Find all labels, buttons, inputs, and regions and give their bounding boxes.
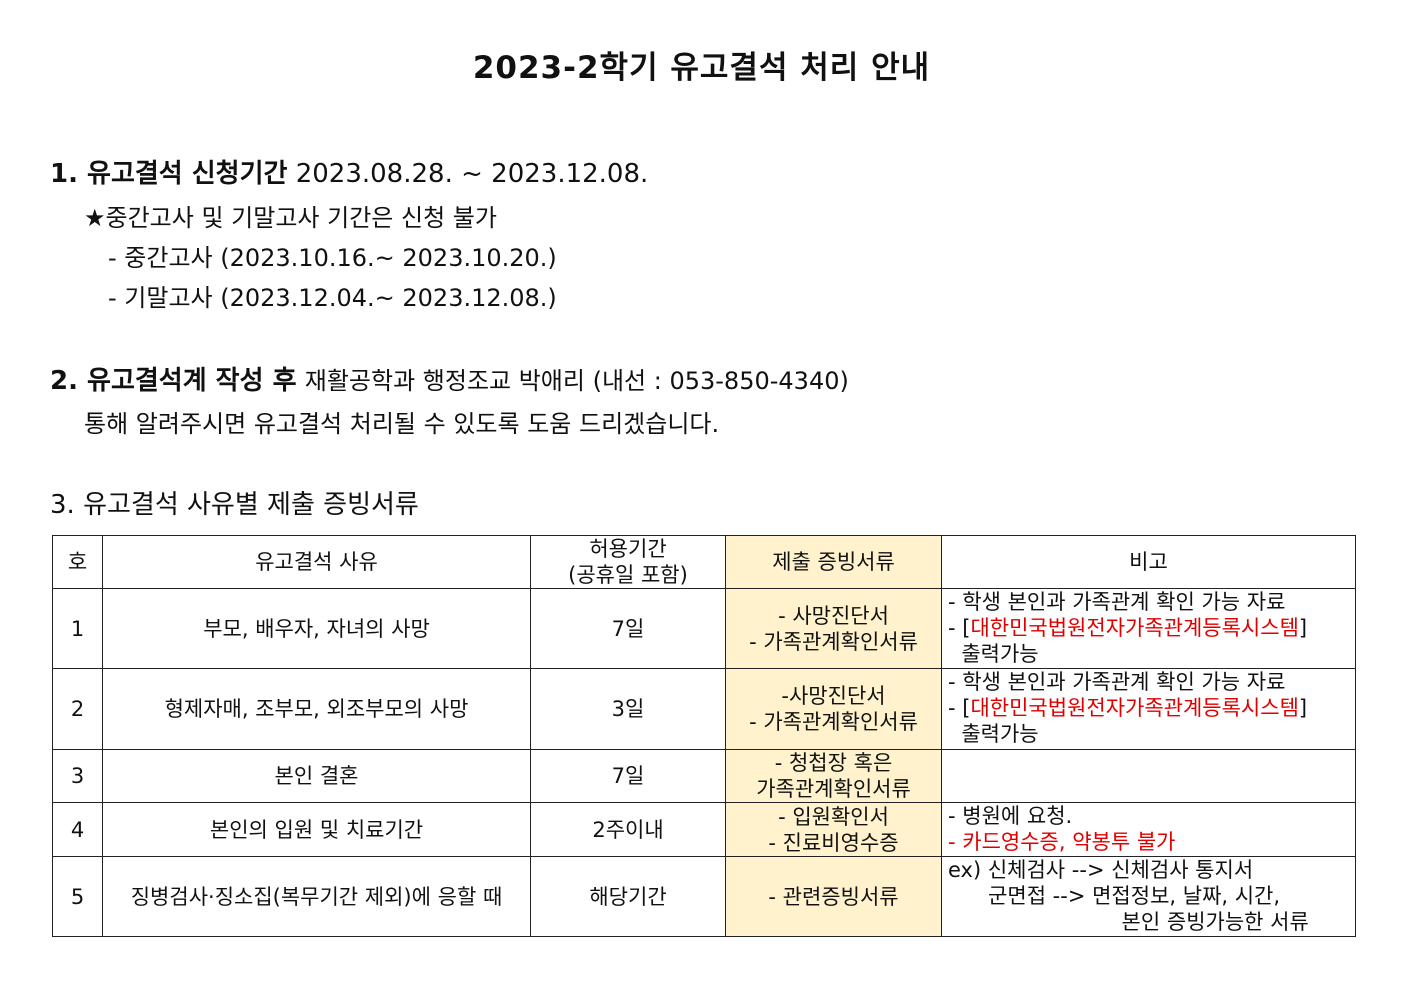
contact-info: 재활공학과 행정조교 박애리 (내선 : 053-850-4340) xyxy=(304,367,849,395)
row-no: 2 xyxy=(52,668,103,750)
row-reason: 형제자매, 조부모, 외조부모의 사망 xyxy=(102,668,531,750)
header-notes: 비고 xyxy=(941,535,1356,589)
section2-heading: 2. 유고결석계 작성 후 재활공학과 행정조교 박애리 (내선 : 053-8… xyxy=(50,366,849,396)
final-period: - 기말고사 (2023.12.04.~ 2023.12.08.) xyxy=(108,284,557,312)
note-post: ] xyxy=(1298,696,1308,720)
documents-table: 호 유고결석 사유 허용기간 (공휴일 포함) 제출 증빙서류 비고 1 부모, … xyxy=(52,535,1356,937)
note-red: - 카드영수증, 약봉투 불가 xyxy=(948,830,1176,854)
note-line: ex) 신체검사 --> 신체검사 통지서 xyxy=(948,858,1254,882)
page-title: 2023-2학기 유고결석 처리 안내 xyxy=(472,50,931,86)
doc-line: - 청첩장 혹은 xyxy=(774,751,893,775)
note-red: 대한민국법원전자가족관계등록시스템 xyxy=(970,696,1299,720)
row-docs: - 청첩장 혹은 가족관계확인서류 xyxy=(725,749,942,803)
row-docs: -사망진단서 - 가족관계확인서류 xyxy=(725,668,942,750)
note-line: - 학생 본인과 가족관계 확인 가능 자료 xyxy=(948,590,1286,614)
table-row: 1 부모, 배우자, 자녀의 사망 7일 - 사망진단서 - 가족관계확인서류 - 학생 … xyxy=(52,588,1356,669)
note-pre: - [ xyxy=(948,616,971,640)
row-no: 3 xyxy=(52,749,103,803)
row-no: 1 xyxy=(52,588,103,669)
row-period: 3일 xyxy=(530,668,726,750)
exam-notice: ★중간고사 및 기말고사 기간은 신청 불가 xyxy=(84,204,497,232)
table-row: 4 본인의 입원 및 치료기간 2주이내 - 입원확인서 - 진료비영수증 - 병원에 요… xyxy=(52,802,1356,857)
row-period: 해당기간 xyxy=(530,856,726,937)
row-notes: ex) 신체검사 --> 신체검사 통지서 군면접 --> 면접정보, 날짜, … xyxy=(941,856,1356,937)
note-line: - [대한민국법원전자가족관계등록시스템] xyxy=(948,695,1355,721)
doc-line: - 관련증빙서류 xyxy=(768,884,899,909)
row-reason: 징병검사·징소집(복무기간 제외)에 응할 때 xyxy=(102,856,531,937)
header-reason: 유고결석 사유 xyxy=(102,535,531,589)
note-line: - [대한민국법원전자가족관계등록시스템] xyxy=(948,615,1355,641)
section1-heading: 1. 유고결석 신청기간 2023.08.28. ~ 2023.12.08. xyxy=(50,159,649,189)
note-line: - 병원에 요청. xyxy=(948,804,1073,828)
midterm-period: - 중간고사 (2023.10.16.~ 2023.10.20.) xyxy=(108,244,557,272)
doc-line: - 가족관계확인서류 xyxy=(749,629,918,654)
note-red: 대한민국법원전자가족관계등록시스템 xyxy=(970,616,1299,640)
table-row: 3 본인 결혼 7일 - 청첩장 혹은 가족관계확인서류 xyxy=(52,749,1356,803)
note-line: 본인 증빙가능한 서류 xyxy=(948,910,1309,934)
header-docs: 제출 증빙서류 xyxy=(725,535,942,589)
doc-line: - 가족관계확인서류 xyxy=(749,710,918,734)
application-period: 2023.08.28. ~ 2023.12.08. xyxy=(295,159,649,189)
note-post: ] xyxy=(1298,616,1308,640)
row-period: 7일 xyxy=(530,749,726,803)
row-notes xyxy=(941,749,1356,803)
row-reason: 본인의 입원 및 치료기간 xyxy=(102,802,531,857)
row-docs: - 관련증빙서류 xyxy=(725,856,942,937)
table-row: 5 징병검사·징소집(복무기간 제외)에 응할 때 해당기간 - 관련증빙서류 ex) … xyxy=(52,856,1356,937)
note-line: - 학생 본인과 가족관계 확인 가능 자료 xyxy=(948,670,1286,694)
row-docs: - 사망진단서 - 가족관계확인서류 xyxy=(725,588,942,669)
note-line: 출력가능 xyxy=(948,642,1039,666)
note-line: - 카드영수증, 약봉투 불가 xyxy=(948,829,1355,855)
header-period: 허용기간 (공휴일 포함) xyxy=(530,535,726,589)
doc-line: - 진료비영수증 xyxy=(768,830,899,855)
section2-line2: 통해 알려주시면 유고결석 처리될 수 있도록 도움 드리겠습니다. xyxy=(84,410,720,438)
doc-line: - 사망진단서 xyxy=(778,603,889,628)
row-period: 2주이내 xyxy=(530,802,726,857)
row-notes: - 학생 본인과 가족관계 확인 가능 자료 - [대한민국법원전자가족관계등록시… xyxy=(941,588,1356,669)
note-line: 군면접 --> 면접정보, 날짜, 시간, xyxy=(948,884,1281,908)
note-pre: - [ xyxy=(948,696,971,720)
note-line: 출력가능 xyxy=(948,722,1039,746)
doc-line: 가족관계확인서류 xyxy=(756,777,911,801)
doc-line: -사망진단서 xyxy=(781,684,886,708)
row-no: 5 xyxy=(52,856,103,937)
doc-line: - 입원확인서 xyxy=(778,804,889,829)
header-no: 호 xyxy=(52,535,103,589)
section3-heading: 3. 유고결석 사유별 제출 증빙서류 xyxy=(50,490,419,520)
table-row: 2 형제자매, 조부모, 외조부모의 사망 3일 -사망진단서 - 가족관계확인서류 - … xyxy=(52,668,1356,750)
row-docs: - 입원확인서 - 진료비영수증 xyxy=(725,802,942,857)
table-header-row: 호 유고결석 사유 허용기간 (공휴일 포함) 제출 증빙서류 비고 xyxy=(52,535,1356,589)
row-period: 7일 xyxy=(530,588,726,669)
row-notes: - 학생 본인과 가족관계 확인 가능 자료 - [대한민국법원전자가족관계등록시… xyxy=(941,668,1356,750)
row-reason: 부모, 배우자, 자녀의 사망 xyxy=(102,588,531,669)
row-reason: 본인 결혼 xyxy=(102,749,531,803)
row-no: 4 xyxy=(52,802,103,857)
row-notes: - 병원에 요청. - 카드영수증, 약봉투 불가 xyxy=(941,802,1356,857)
